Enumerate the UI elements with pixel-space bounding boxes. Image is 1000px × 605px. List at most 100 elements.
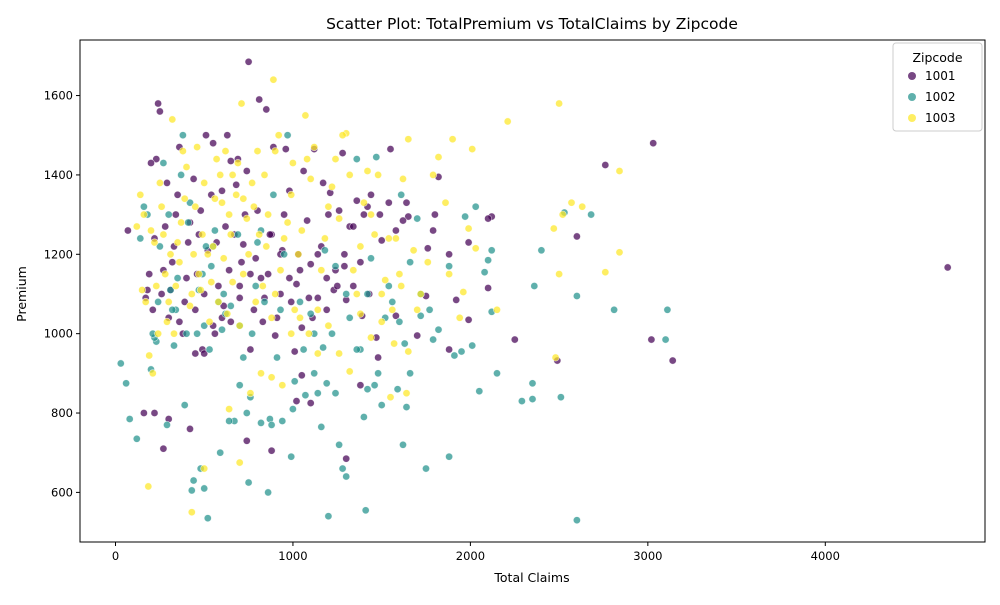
data-point bbox=[349, 222, 358, 231]
data-point bbox=[274, 131, 283, 140]
data-point bbox=[218, 198, 226, 207]
data-point bbox=[313, 250, 322, 259]
data-point bbox=[170, 341, 178, 350]
y-tick-label: 1000 bbox=[44, 327, 73, 341]
data-point bbox=[235, 293, 244, 302]
data-point bbox=[148, 369, 157, 378]
legend-frame bbox=[892, 42, 983, 132]
data-point bbox=[191, 349, 200, 358]
data-point bbox=[200, 349, 209, 358]
data-point bbox=[175, 317, 184, 326]
data-point bbox=[228, 278, 237, 286]
series-1001 bbox=[124, 57, 952, 463]
data-point bbox=[239, 194, 248, 203]
data-point bbox=[155, 107, 164, 116]
data-point bbox=[283, 131, 292, 140]
data-point bbox=[423, 244, 432, 253]
data-point bbox=[399, 216, 407, 225]
legend-marker bbox=[908, 93, 916, 101]
data-point bbox=[573, 292, 581, 300]
data-point bbox=[487, 246, 496, 255]
data-point bbox=[246, 389, 255, 398]
data-point bbox=[180, 401, 189, 409]
legend-marker bbox=[908, 114, 916, 122]
data-point bbox=[306, 309, 315, 318]
data-point bbox=[445, 452, 453, 461]
data-point bbox=[450, 351, 459, 360]
data-point bbox=[331, 262, 340, 271]
data-point bbox=[225, 405, 233, 413]
data-point bbox=[557, 393, 565, 402]
data-point bbox=[150, 238, 159, 247]
data-point bbox=[423, 258, 432, 267]
data-point bbox=[218, 325, 226, 334]
data-point bbox=[322, 274, 331, 282]
data-point bbox=[267, 420, 276, 429]
data-point bbox=[233, 159, 242, 167]
data-point bbox=[147, 159, 155, 167]
x-tick-label: 1000 bbox=[278, 549, 307, 563]
data-point bbox=[445, 250, 453, 259]
series-1003 bbox=[132, 75, 624, 517]
data-point bbox=[194, 270, 203, 278]
data-point bbox=[173, 274, 182, 282]
data-point bbox=[239, 353, 248, 362]
data-point bbox=[207, 262, 216, 271]
data-point bbox=[145, 270, 154, 278]
data-point bbox=[280, 250, 288, 259]
data-point bbox=[244, 478, 253, 487]
data-point bbox=[299, 167, 308, 175]
data-point bbox=[281, 145, 290, 153]
x-axis-ticks: 0 1000 2000 3000 4000 bbox=[112, 542, 840, 563]
data-point bbox=[367, 254, 375, 263]
data-point bbox=[154, 99, 162, 108]
data-point bbox=[278, 381, 287, 390]
data-point bbox=[163, 317, 171, 326]
data-point bbox=[264, 488, 272, 497]
data-point bbox=[226, 317, 235, 326]
data-point bbox=[402, 198, 411, 207]
legend-label: 1002 bbox=[925, 90, 956, 104]
data-point bbox=[484, 284, 492, 292]
data-point bbox=[198, 230, 207, 239]
data-point bbox=[200, 178, 209, 187]
data-point bbox=[386, 145, 395, 153]
data-point bbox=[200, 321, 209, 330]
data-point bbox=[375, 210, 384, 219]
data-point bbox=[322, 379, 331, 388]
data-point bbox=[400, 339, 409, 348]
data-point bbox=[196, 206, 205, 215]
data-point bbox=[257, 369, 265, 378]
data-point bbox=[288, 405, 297, 413]
data-point bbox=[310, 369, 319, 378]
data-point bbox=[484, 256, 492, 265]
data-point bbox=[340, 250, 349, 259]
data-point bbox=[663, 305, 672, 314]
data-point bbox=[189, 174, 198, 183]
data-point bbox=[203, 514, 212, 523]
data-point bbox=[273, 353, 281, 362]
data-point bbox=[391, 234, 400, 243]
data-point bbox=[138, 286, 146, 294]
data-point bbox=[196, 286, 205, 294]
data-point bbox=[248, 329, 256, 338]
data-point bbox=[235, 321, 244, 330]
data-point bbox=[359, 198, 368, 207]
data-point bbox=[422, 464, 430, 473]
data-point bbox=[377, 236, 386, 245]
data-point bbox=[287, 452, 296, 461]
x-tick-label: 2000 bbox=[456, 549, 485, 563]
data-point bbox=[310, 143, 319, 151]
data-point bbox=[510, 335, 519, 344]
data-point bbox=[226, 301, 235, 310]
legend-label: 1001 bbox=[925, 69, 956, 83]
data-point bbox=[459, 288, 468, 296]
y-tick-label: 1600 bbox=[44, 89, 73, 103]
data-point bbox=[363, 167, 372, 175]
data-point bbox=[145, 351, 154, 360]
data-point bbox=[493, 369, 501, 378]
legend: Zipcode 1001 1002 1003 bbox=[892, 42, 983, 132]
data-point bbox=[166, 286, 175, 294]
data-point bbox=[381, 276, 390, 284]
